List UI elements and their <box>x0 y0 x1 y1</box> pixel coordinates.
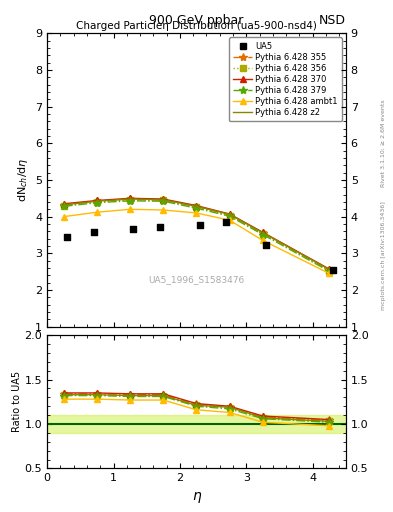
Pythia 6.428 ambt1 <box>161 207 166 213</box>
Pythia 6.428 356 <box>61 203 66 209</box>
UA5 <box>90 228 97 237</box>
Pythia 6.428 379 <box>161 198 166 204</box>
Pythia 6.428 355 <box>194 204 199 210</box>
Pythia 6.428 379 <box>227 213 232 219</box>
Pythia 6.428 ambt1 <box>194 210 199 216</box>
Pythia 6.428 356 <box>227 212 232 219</box>
Pythia 6.428 379 <box>194 205 199 211</box>
Pythia 6.428 355 <box>61 202 66 208</box>
Pythia 6.428 z2 <box>128 196 132 202</box>
Pythia 6.428 370 <box>327 266 332 272</box>
Pythia 6.428 379 <box>95 200 99 206</box>
Pythia 6.428 370 <box>61 201 66 207</box>
Text: 900 GeV ppbar: 900 GeV ppbar <box>149 14 244 27</box>
Pythia 6.428 z2 <box>227 211 232 218</box>
Pythia 6.428 355 <box>161 197 166 203</box>
Line: Pythia 6.428 370: Pythia 6.428 370 <box>60 195 333 272</box>
Pythia 6.428 379 <box>61 203 66 209</box>
Pythia 6.428 379 <box>327 268 332 274</box>
Pythia 6.428 355 <box>95 198 99 204</box>
Pythia 6.428 370 <box>194 203 199 209</box>
Text: Rivet 3.1.10; ≥ 2.6M events: Rivet 3.1.10; ≥ 2.6M events <box>381 99 386 187</box>
Pythia 6.428 ambt1 <box>128 206 132 212</box>
UA5 <box>263 241 269 249</box>
Pythia 6.428 356 <box>128 197 132 203</box>
UA5 <box>329 266 336 274</box>
Y-axis label: Ratio to UA5: Ratio to UA5 <box>12 371 22 432</box>
UA5 <box>223 218 230 226</box>
X-axis label: η: η <box>192 489 201 503</box>
UA5 <box>157 222 163 230</box>
Pythia 6.428 370 <box>128 195 132 201</box>
Pythia 6.428 z2 <box>261 230 265 236</box>
Bar <box>47 415 346 433</box>
Pythia 6.428 370 <box>261 229 265 236</box>
Pythia 6.428 ambt1 <box>95 209 99 215</box>
Pythia 6.428 z2 <box>61 202 66 208</box>
Pythia 6.428 355 <box>327 267 332 273</box>
Text: UA5_1996_S1583476: UA5_1996_S1583476 <box>149 275 244 284</box>
Pythia 6.428 356 <box>95 199 99 205</box>
Pythia 6.428 356 <box>261 231 265 237</box>
Pythia 6.428 370 <box>95 198 99 204</box>
Pythia 6.428 ambt1 <box>261 238 265 244</box>
Pythia 6.428 ambt1 <box>227 217 232 223</box>
Pythia 6.428 355 <box>227 211 232 218</box>
Line: Pythia 6.428 z2: Pythia 6.428 z2 <box>64 199 329 269</box>
Legend: UA5, Pythia 6.428 355, Pythia 6.428 356, Pythia 6.428 370, Pythia 6.428 379, Pyt: UA5, Pythia 6.428 355, Pythia 6.428 356,… <box>229 37 342 121</box>
Pythia 6.428 379 <box>128 198 132 204</box>
Title: Charged Particleη Distribution (ua5-900-nsd4): Charged Particleη Distribution (ua5-900-… <box>76 21 317 31</box>
Pythia 6.428 ambt1 <box>61 214 66 220</box>
Pythia 6.428 355 <box>261 230 265 236</box>
Pythia 6.428 ambt1 <box>327 270 332 276</box>
Pythia 6.428 z2 <box>327 266 332 272</box>
Pythia 6.428 356 <box>161 198 166 204</box>
Line: Pythia 6.428 379: Pythia 6.428 379 <box>60 197 333 275</box>
Pythia 6.428 370 <box>161 196 166 202</box>
Text: NSD: NSD <box>319 14 346 27</box>
Pythia 6.428 z2 <box>161 197 166 203</box>
Line: Pythia 6.428 ambt1: Pythia 6.428 ambt1 <box>60 206 333 277</box>
UA5 <box>64 232 70 241</box>
Pythia 6.428 355 <box>128 196 132 202</box>
Pythia 6.428 370 <box>227 211 232 217</box>
Pythia 6.428 z2 <box>194 203 199 209</box>
Line: Pythia 6.428 355: Pythia 6.428 355 <box>60 195 333 274</box>
UA5 <box>130 225 137 233</box>
Pythia 6.428 379 <box>261 231 265 238</box>
Pythia 6.428 z2 <box>95 198 99 204</box>
Y-axis label: dN$_{ch}$/d$\eta$: dN$_{ch}$/d$\eta$ <box>16 158 29 202</box>
UA5 <box>196 221 203 229</box>
Pythia 6.428 356 <box>327 267 332 273</box>
Text: mcplots.cern.ch [arXiv:1306.3436]: mcplots.cern.ch [arXiv:1306.3436] <box>381 202 386 310</box>
Line: Pythia 6.428 356: Pythia 6.428 356 <box>61 197 332 273</box>
Pythia 6.428 356 <box>194 204 199 210</box>
